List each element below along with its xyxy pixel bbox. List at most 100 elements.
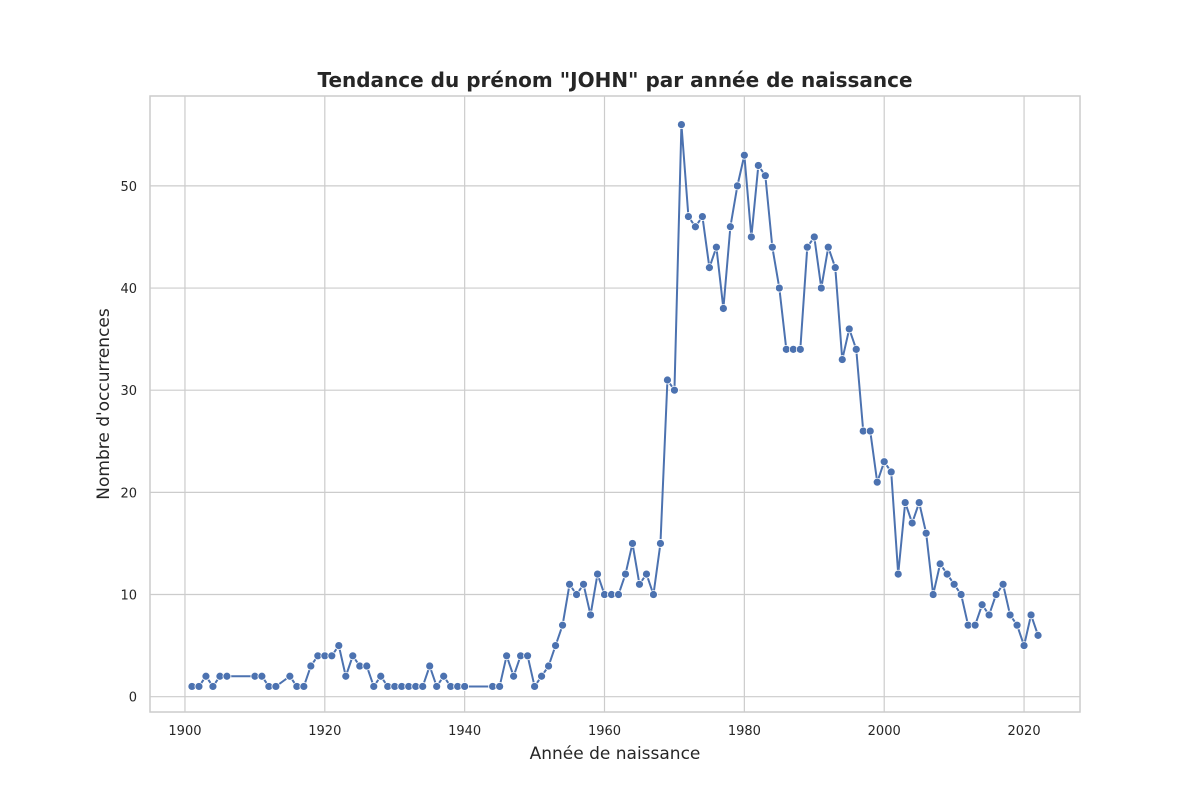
data-point (893, 569, 903, 579)
data-point (739, 150, 749, 160)
data-point (1026, 610, 1036, 620)
data-point (425, 661, 435, 671)
x-tick-label: 2000 (868, 724, 901, 739)
data-point (621, 569, 630, 579)
data-point (977, 600, 987, 610)
chart-title: Tendance du prénom "JOHN" par année de n… (317, 68, 912, 92)
data-point (649, 590, 658, 599)
data-point (851, 344, 861, 354)
data-point (970, 620, 980, 630)
data-point (663, 375, 672, 385)
data-point (984, 610, 994, 620)
data-point (376, 671, 386, 681)
data-point (879, 457, 889, 467)
data-point (956, 590, 966, 599)
data-point (502, 651, 512, 661)
y-tick-label: 20 (120, 486, 137, 501)
data-point (1012, 620, 1022, 630)
data-point (509, 671, 519, 681)
data-point (830, 263, 840, 273)
data-point (774, 283, 784, 293)
data-point (222, 671, 232, 681)
data-point (299, 682, 309, 691)
data-point (795, 344, 805, 354)
data-point (439, 671, 449, 681)
data-point (642, 569, 651, 579)
x-tick-label: 1920 (308, 724, 341, 739)
data-point (285, 671, 295, 681)
data-point (418, 682, 428, 691)
data-point (530, 682, 539, 691)
data-point (194, 682, 204, 691)
data-point (523, 651, 532, 661)
data-point (886, 467, 896, 477)
y-tick-label: 50 (120, 180, 137, 195)
data-point (684, 212, 693, 221)
data-point (725, 222, 735, 232)
data-point (872, 477, 882, 487)
data-point (907, 518, 917, 528)
data-point (558, 620, 567, 630)
data-point (942, 569, 952, 579)
data-point (760, 171, 770, 181)
data-point (369, 682, 379, 691)
data-point (991, 590, 1001, 599)
data-point (705, 263, 714, 273)
data-point (998, 579, 1008, 589)
data-point (348, 651, 358, 661)
data-point (208, 682, 218, 691)
data-point (334, 641, 344, 650)
y-tick-label: 40 (120, 282, 137, 297)
data-point (271, 682, 281, 691)
data-point (935, 559, 945, 569)
series-line-john (191, 123, 1039, 688)
data-point (565, 579, 574, 589)
data-point (432, 682, 442, 691)
data-point (746, 232, 756, 242)
data-point (635, 579, 644, 589)
data-point (900, 498, 910, 507)
data-point (691, 222, 700, 232)
y-axis-ticks: 0 10 20 30 40 50 (120, 180, 137, 706)
data-point (865, 426, 875, 436)
data-point (257, 671, 267, 681)
data-point (837, 355, 847, 364)
data-point (306, 661, 316, 671)
data-point (823, 242, 833, 252)
data-point (809, 232, 819, 242)
data-point (698, 212, 707, 221)
y-tick-label: 10 (120, 589, 137, 604)
data-point (844, 324, 854, 334)
data-point (572, 590, 581, 599)
data-point (495, 682, 505, 691)
data-point (628, 539, 637, 548)
data-point (921, 528, 931, 538)
data-point (928, 590, 938, 599)
data-point (1033, 630, 1043, 640)
y-axis-label: Nombre d'occurrences (94, 308, 114, 500)
data-point (753, 161, 763, 170)
data-point (460, 682, 470, 691)
x-tick-label: 1960 (588, 724, 621, 739)
data-point (327, 651, 337, 661)
y-tick-label: 0 (129, 691, 137, 706)
grid (150, 96, 1080, 712)
data-point (586, 610, 595, 620)
plot-frame (149, 95, 1081, 713)
data-point (802, 242, 812, 252)
x-tick-label: 1940 (448, 724, 481, 739)
data-point (949, 579, 959, 589)
x-axis-ticks: 1900 1920 1940 1960 1980 2000 2020 (168, 724, 1040, 739)
data-point (677, 120, 686, 129)
data-point (341, 671, 351, 681)
data-point (537, 671, 546, 681)
data-point (711, 242, 721, 252)
data-point (767, 242, 777, 252)
data-point (656, 539, 665, 548)
x-tick-label: 1980 (728, 724, 761, 739)
data-point (614, 590, 623, 599)
data-point (551, 641, 560, 650)
data-point (362, 661, 372, 671)
data-point (718, 304, 728, 313)
